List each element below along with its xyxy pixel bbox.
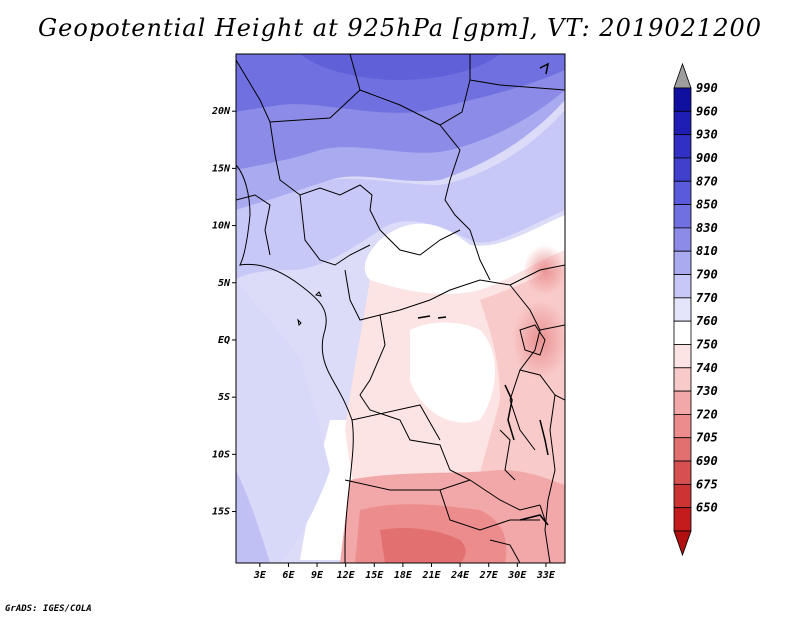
colorbar-swatch bbox=[673, 297, 692, 322]
colorbar-swatch bbox=[673, 483, 692, 509]
colorbar-swatch bbox=[673, 414, 692, 439]
map-title: Geopotential Height at 925hPa [gpm], VT:… bbox=[38, 14, 762, 42]
lat-tick-label: 10N bbox=[212, 221, 231, 232]
grads-credit: GrADS: IGES/COLA bbox=[5, 604, 92, 614]
colorbar-swatch bbox=[673, 110, 692, 136]
colorbar-label: 900 bbox=[696, 151, 718, 165]
colorbar-swatch bbox=[673, 320, 692, 345]
colorbar-swatch bbox=[673, 390, 692, 415]
colorbar-label: 830 bbox=[696, 221, 718, 235]
colorbar-swatch bbox=[673, 157, 692, 182]
lat-tick-label: EQ bbox=[218, 335, 230, 346]
lat-tick-label: 15S bbox=[212, 507, 230, 518]
colorbar-label: 960 bbox=[696, 104, 718, 118]
lon-tick-label: 30E bbox=[507, 570, 527, 581]
colorbar-label: 705 bbox=[696, 431, 718, 445]
colorbar-swatch bbox=[673, 460, 692, 485]
colorbar-label: 790 bbox=[696, 268, 718, 282]
colorbar-swatch bbox=[673, 134, 692, 159]
colorbar-swatch bbox=[673, 250, 692, 275]
colorbar-swatch bbox=[673, 367, 692, 392]
country-borders bbox=[236, 54, 565, 563]
lon-tick-label: 9E bbox=[311, 570, 324, 581]
lon-tick-label: 21E bbox=[421, 570, 441, 581]
colorbar-label: 675 bbox=[696, 477, 718, 491]
lat-tick-label: 5S bbox=[218, 392, 230, 403]
colorbar-bottom-triangle bbox=[673, 530, 692, 557]
colorbar-swatch bbox=[673, 227, 692, 252]
colorbar-swatch bbox=[673, 204, 692, 229]
colorbar-swatch bbox=[673, 344, 692, 369]
colorbar-swatch bbox=[673, 437, 692, 462]
lat-tick-label: 10S bbox=[212, 449, 230, 460]
colorbar-label: 770 bbox=[696, 291, 718, 305]
colorbar-label: 850 bbox=[696, 198, 718, 212]
colorbar-swatch bbox=[673, 507, 692, 532]
lon-tick-label: 18E bbox=[394, 570, 413, 581]
colorbar-label: 730 bbox=[696, 384, 718, 398]
colorbar-label: 740 bbox=[696, 361, 718, 375]
colorbar-label: 990 bbox=[696, 81, 718, 95]
longitude-axis: 3E 6E 9E 12E 15E 18E 21E 24E 27E 30E 33E bbox=[253, 563, 556, 581]
colorbar-swatch bbox=[673, 180, 692, 205]
colorbar-swatch bbox=[673, 87, 692, 112]
colorbar-label: 760 bbox=[696, 314, 718, 328]
lat-tick-label: 20N bbox=[211, 106, 231, 117]
lat-tick-label: 5N bbox=[218, 278, 231, 289]
plot-frame bbox=[235, 53, 566, 564]
colorbar-swatch bbox=[673, 274, 692, 299]
colorbar-label: 690 bbox=[696, 454, 718, 468]
colorbar-label: 930 bbox=[696, 128, 718, 142]
colorbar-legend: 990 960 930 900 870 850 830 810 790 770 760 750 740 7… bbox=[673, 62, 718, 557]
colorbar-label: 750 bbox=[696, 337, 718, 351]
lon-tick-label: 6E bbox=[282, 570, 295, 581]
latitude-axis: 20N 15N 10N 5N EQ 5S 10S 15S bbox=[211, 106, 236, 518]
lon-tick-label: 33E bbox=[536, 570, 556, 581]
lon-tick-label: 27E bbox=[479, 570, 499, 581]
lon-tick-label: 12E bbox=[337, 570, 356, 581]
colorbar-top-triangle bbox=[673, 62, 692, 89]
lon-tick-label: 24E bbox=[450, 570, 470, 581]
colorbar-label: 650 bbox=[696, 501, 718, 515]
height-field bbox=[236, 54, 565, 563]
colorbar-label: 810 bbox=[696, 244, 718, 258]
lon-tick-label: 3E bbox=[253, 570, 267, 581]
colorbar-label: 870 bbox=[696, 174, 718, 188]
lon-tick-label: 15E bbox=[365, 570, 384, 581]
colorbar-label: 720 bbox=[696, 407, 718, 421]
lat-tick-label: 15N bbox=[212, 163, 231, 174]
